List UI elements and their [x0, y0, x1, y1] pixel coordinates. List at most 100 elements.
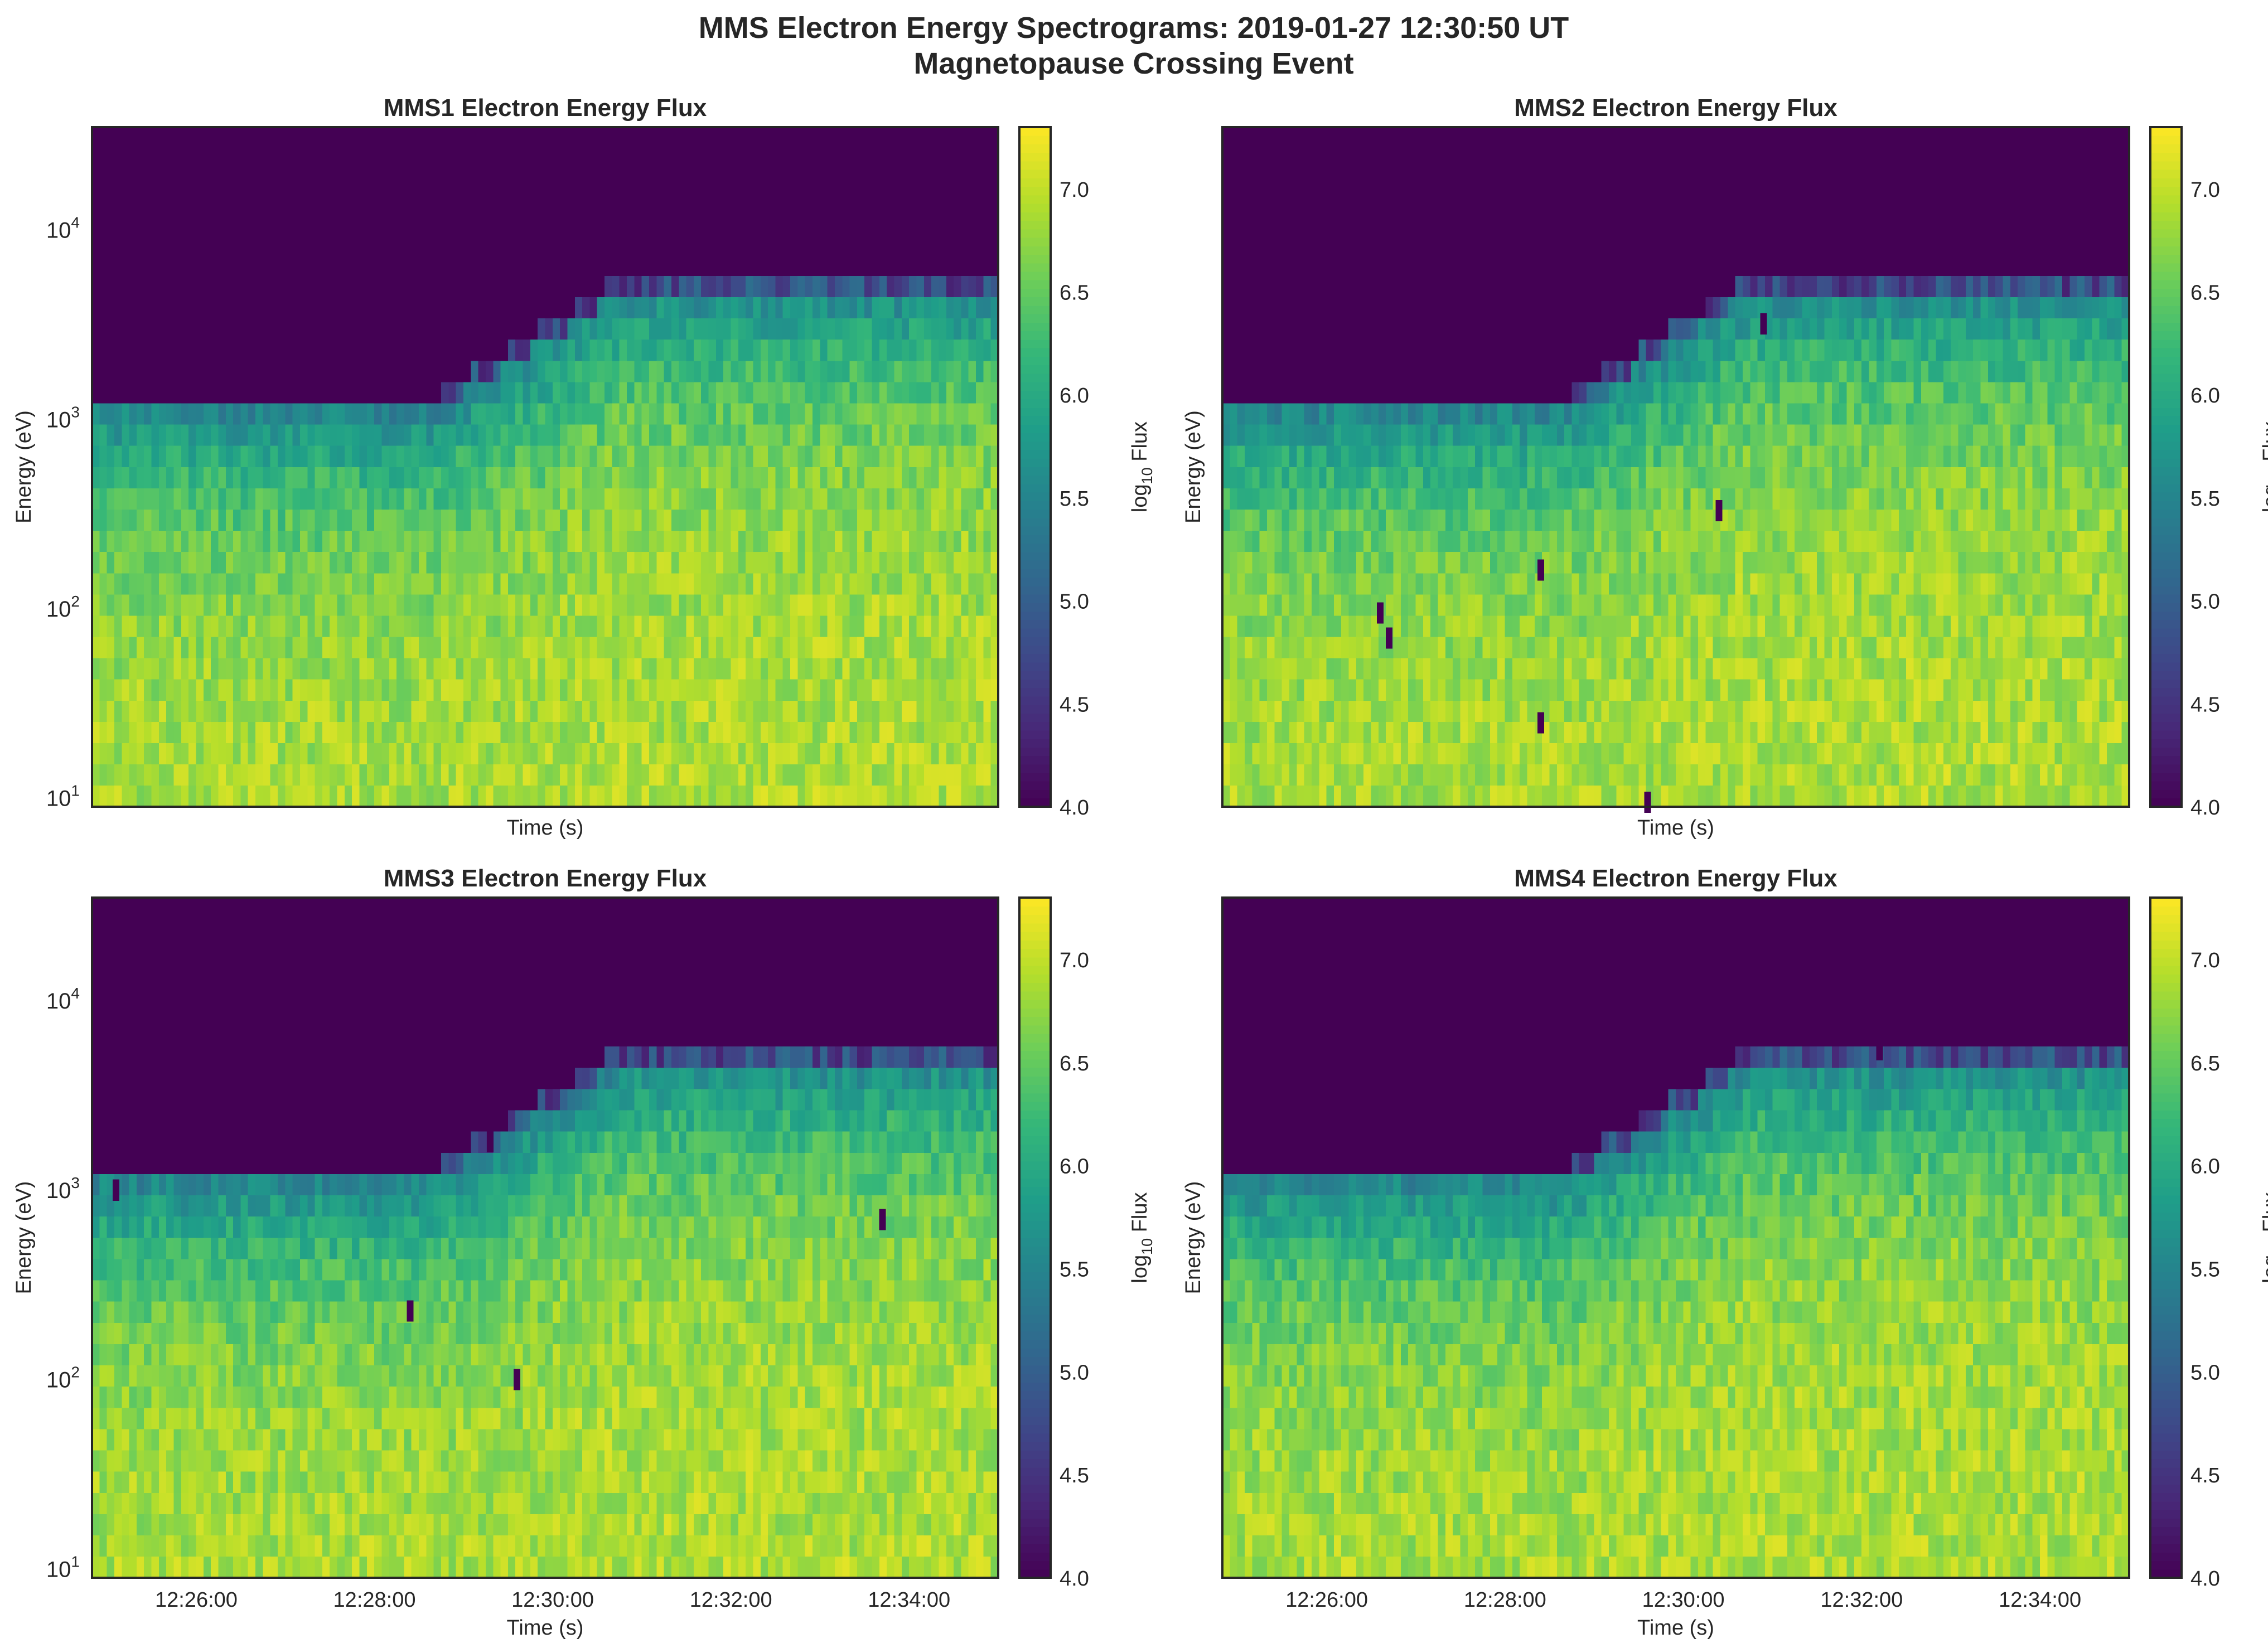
- heatmap-cell: [701, 318, 709, 340]
- heatmap-cell: [872, 594, 880, 616]
- heatmap-cell: [404, 785, 412, 807]
- heatmap-cell: [805, 191, 813, 212]
- heatmap-cell: [1408, 679, 1416, 701]
- heatmap-cell: [894, 594, 902, 616]
- heatmap-cell: [849, 467, 858, 488]
- heatmap-cell: [359, 148, 367, 170]
- heatmap-cell: [768, 403, 776, 425]
- heatmap-cell: [1297, 212, 1305, 234]
- heatmap-cell: [255, 191, 263, 212]
- heatmap-cell: [909, 785, 917, 807]
- heatmap-cell: [99, 509, 108, 531]
- heatmap-cell: [493, 191, 501, 212]
- heatmap-cell: [552, 721, 560, 743]
- heatmap-cell: [300, 721, 308, 743]
- heatmap-cell: [366, 743, 375, 765]
- heatmap-cell: [634, 339, 642, 361]
- heatmap-cell: [181, 488, 189, 510]
- heatmap-cell: [605, 467, 612, 488]
- heatmap-cell: [797, 658, 806, 680]
- heatmap-cell: [448, 424, 457, 446]
- heatmap-cell: [656, 169, 665, 191]
- heatmap-cell: [931, 594, 939, 616]
- colorbar-segment: [1019, 492, 1051, 501]
- heatmap-cell: [552, 381, 560, 404]
- heatmap-cell: [656, 297, 665, 319]
- heatmap-cell: [456, 594, 464, 616]
- heatmap-cell: [1408, 721, 1416, 743]
- heatmap-cell: [404, 594, 412, 616]
- heatmap-cell: [664, 488, 672, 510]
- heatmap-cell: [523, 339, 531, 361]
- heatmap-cell: [240, 488, 249, 510]
- heatmap-cell: [1267, 743, 1275, 765]
- heatmap-cell: [278, 275, 286, 298]
- heatmap-cell: [983, 254, 992, 276]
- heatmap-cell: [396, 467, 404, 488]
- heatmap-cell: [433, 339, 442, 361]
- heatmap-cell: [797, 743, 806, 765]
- heatmap-cell: [649, 573, 657, 595]
- heatmap-cell: [530, 700, 538, 722]
- heatmap-cell: [671, 467, 679, 488]
- heatmap-cell: [976, 509, 984, 531]
- heatmap-cell: [1222, 212, 1230, 234]
- heatmap-cell: [1319, 191, 1327, 212]
- heatmap-cell: [1438, 297, 1446, 319]
- heatmap-cell: [901, 191, 910, 212]
- heatmap-cell: [1311, 509, 1319, 531]
- heatmap-cell: [931, 445, 939, 467]
- heatmap-cell: [1415, 721, 1424, 743]
- heatmap-cell: [366, 191, 375, 212]
- heatmap-cell: [523, 785, 531, 807]
- heatmap-cell: [404, 381, 412, 404]
- heatmap-cell: [530, 424, 538, 446]
- heatmap-cell: [574, 233, 583, 255]
- heatmap-cell: [1393, 530, 1401, 552]
- heatmap-cell: [820, 445, 828, 467]
- heatmap-cell: [322, 594, 330, 616]
- heatmap-cell: [300, 169, 308, 191]
- heatmap-cell: [530, 403, 538, 425]
- heatmap-cell: [656, 637, 665, 658]
- heatmap-cell: [1393, 615, 1401, 637]
- heatmap-cell: [218, 127, 226, 149]
- heatmap-cell: [1267, 551, 1275, 574]
- heatmap-cell: [129, 233, 137, 255]
- heatmap-cell: [404, 573, 412, 595]
- heatmap-cell: [976, 191, 984, 212]
- heatmap-cell: [441, 785, 449, 807]
- heatmap-cell: [612, 467, 620, 488]
- heatmap-cell: [352, 488, 360, 510]
- colorbar-segment: [1019, 271, 1051, 280]
- heatmap-cell: [723, 148, 732, 170]
- heatmap-cell: [500, 127, 509, 149]
- heatmap-cell: [968, 233, 976, 255]
- heatmap-cell: [1252, 721, 1260, 743]
- heatmap-cell: [515, 615, 524, 637]
- heatmap-cell: [144, 318, 152, 340]
- heatmap-cell: [500, 275, 509, 298]
- heatmap-cell: [158, 467, 167, 488]
- heatmap-cell: [894, 509, 902, 531]
- heatmap-cell: [315, 339, 323, 361]
- heatmap-cell: [396, 127, 404, 149]
- heatmap-cell: [1423, 424, 1431, 446]
- heatmap-cell: [330, 509, 338, 531]
- heatmap-cell: [381, 275, 390, 298]
- heatmap-cell: [218, 360, 226, 382]
- heatmap-cell: [255, 403, 263, 425]
- heatmap-cell: [842, 743, 850, 765]
- heatmap-cell: [396, 743, 404, 765]
- heatmap-cell: [523, 169, 531, 191]
- heatmap-cell: [1348, 360, 1357, 382]
- heatmap-cell: [813, 721, 820, 743]
- colorbar-segment: [1019, 696, 1051, 705]
- heatmap-cell: [797, 530, 806, 552]
- heatmap-cell: [352, 530, 360, 552]
- heatmap-cell: [1333, 658, 1342, 680]
- heatmap-cell: [463, 764, 471, 786]
- heatmap-cell: [374, 339, 382, 361]
- heatmap-cell: [627, 700, 635, 722]
- heatmap-cell: [1408, 275, 1416, 298]
